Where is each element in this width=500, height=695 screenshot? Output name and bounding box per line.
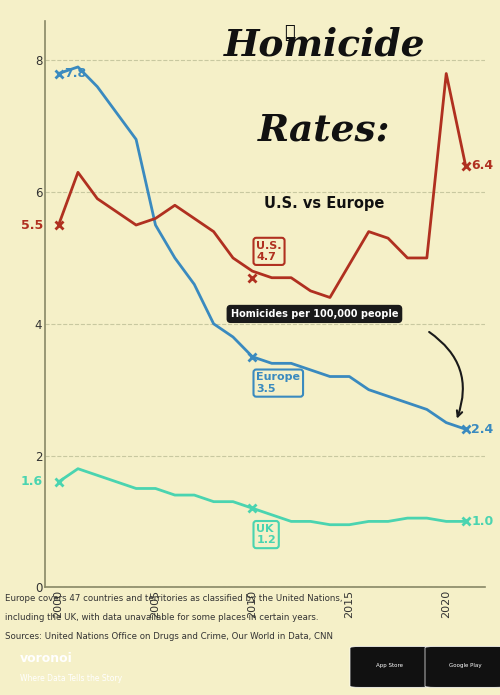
Text: Homicide: Homicide: [224, 26, 425, 63]
Text: Europe covers 47 countries and territories as classified by the United Nations,: Europe covers 47 countries and territori…: [5, 594, 342, 603]
Text: Europe
3.5: Europe 3.5: [256, 373, 300, 394]
Text: 2.4: 2.4: [472, 423, 494, 436]
Text: App Store: App Store: [376, 663, 404, 668]
Text: 1.6: 1.6: [21, 475, 43, 489]
Text: 7.8: 7.8: [64, 67, 86, 80]
Text: 1.0: 1.0: [472, 515, 494, 528]
Text: Homicides per 100,000 people: Homicides per 100,000 people: [230, 309, 398, 319]
Text: Where Data Tells the Story: Where Data Tells the Story: [20, 674, 122, 683]
Text: Google Play: Google Play: [448, 663, 482, 668]
Text: UK
1.2: UK 1.2: [256, 524, 276, 546]
Text: U.S. vs Europe: U.S. vs Europe: [264, 197, 384, 211]
Text: ✋: ✋: [284, 24, 294, 42]
Text: 5.5: 5.5: [21, 218, 43, 231]
FancyBboxPatch shape: [425, 646, 500, 687]
Text: Sources: United Nations Office on Drugs and Crime, Our World in Data, CNN: Sources: United Nations Office on Drugs …: [5, 632, 333, 641]
Text: including the UK, with data unavailable for some places in certain years.: including the UK, with data unavailable …: [5, 613, 318, 622]
Text: voronoi: voronoi: [20, 652, 73, 665]
Text: 6.4: 6.4: [472, 159, 494, 172]
Text: U.S.
4.7: U.S. 4.7: [256, 240, 282, 262]
Text: Rates:: Rates:: [258, 111, 390, 149]
FancyBboxPatch shape: [350, 646, 430, 687]
